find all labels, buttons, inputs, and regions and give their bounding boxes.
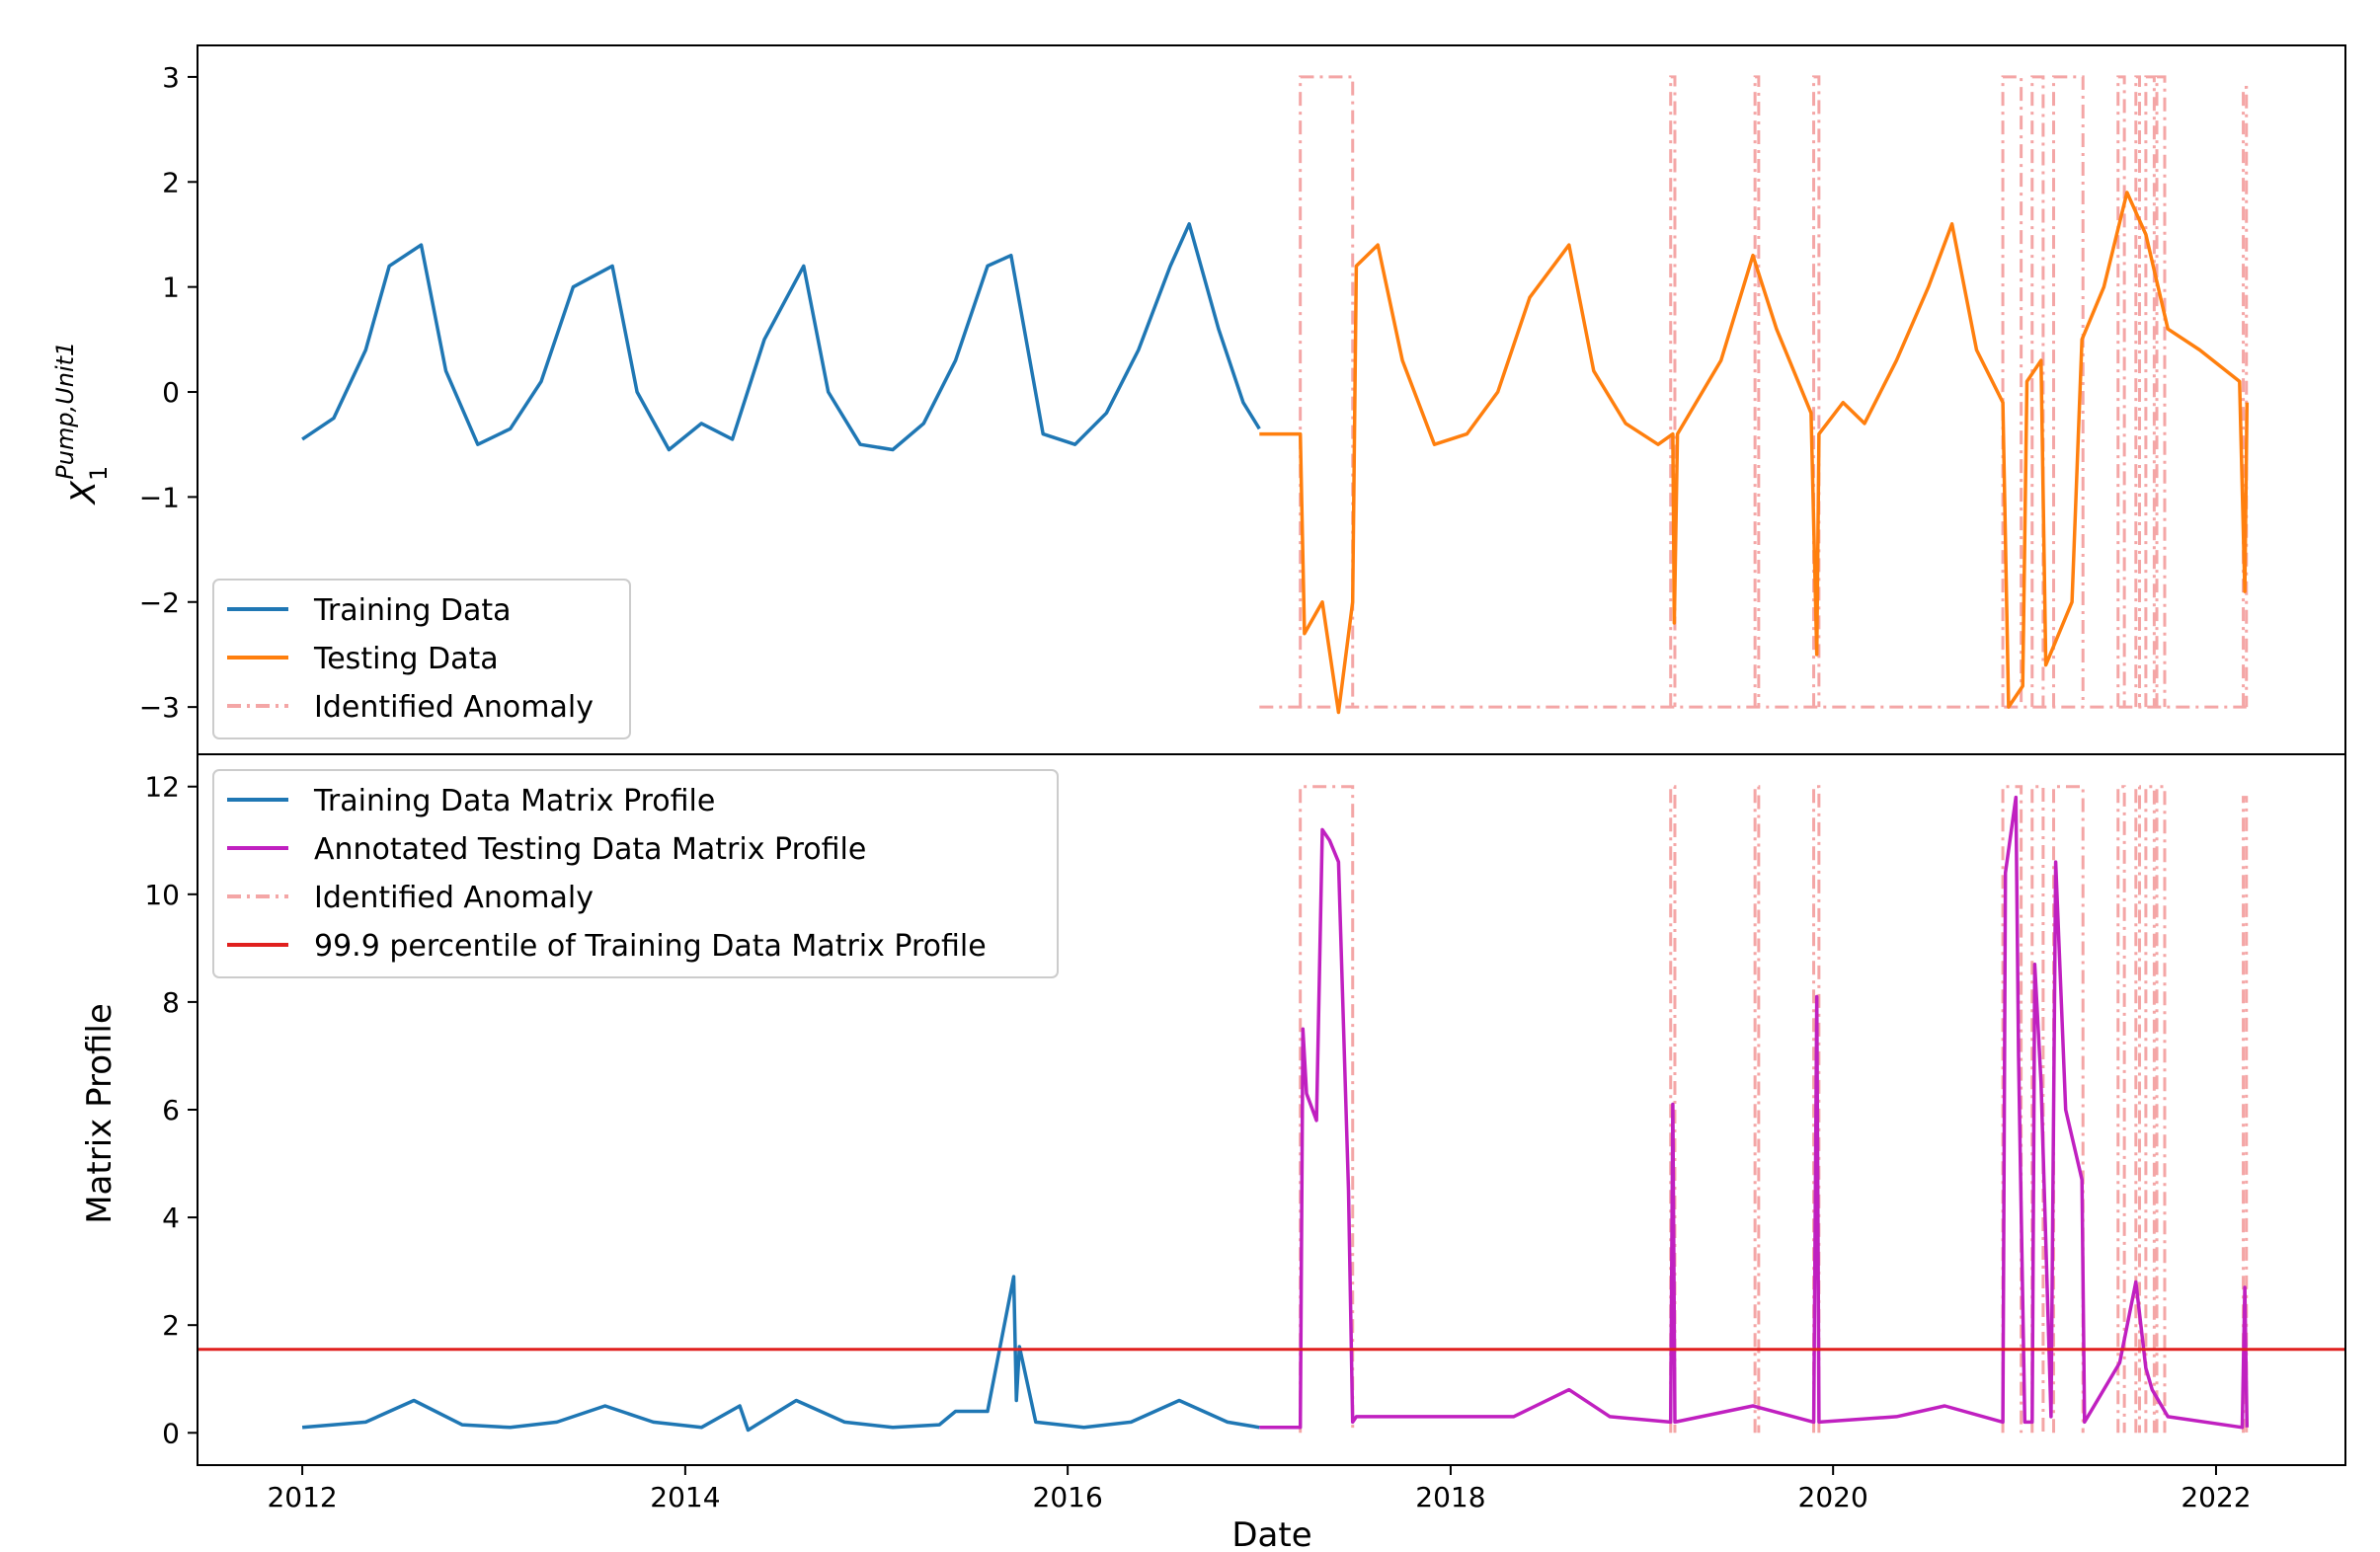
anomaly-window — [2116, 75, 2126, 708]
anomaly-window — [2116, 785, 2126, 1434]
bottom-legend: Training Data Matrix Profile Annotated Te… — [212, 769, 1059, 978]
legend-label: Training Data — [313, 593, 512, 628]
anomaly-window — [2242, 86, 2249, 708]
y-tick-label: −1 — [139, 481, 180, 513]
bottom-series — [301, 795, 2250, 1433]
y-tick-label: 6 — [162, 1094, 180, 1126]
anomaly-window — [2052, 75, 2085, 708]
bottom-panel: 0 2 4 6 8 10 12 2012 2014 2016 2018 2020 2022 Matri… — [80, 753, 2346, 1552]
legend-label: 99.9 percentile of Training Data Matrix … — [314, 929, 987, 964]
y-tick-label: 0 — [162, 376, 180, 409]
y-tick-label: 4 — [162, 1202, 180, 1234]
anomaly-window — [1812, 75, 1821, 708]
anomaly-window — [2001, 75, 2023, 708]
anomaly-window — [2242, 796, 2249, 1434]
series-line — [1259, 191, 2250, 715]
bottom-x-ticks: 2012 2014 2016 2018 2020 2022 — [267, 1465, 2252, 1513]
y-tick-label: −2 — [139, 586, 180, 619]
legend-label: Training Data Matrix Profile — [313, 784, 715, 818]
anomaly-window — [1753, 75, 1761, 708]
x-tick-label: 2018 — [1415, 1481, 1485, 1513]
legend-box — [212, 579, 631, 739]
legend-label: Identified Anomaly — [314, 881, 594, 915]
anomaly-window — [2155, 75, 2167, 708]
anomaly-window — [2134, 785, 2142, 1434]
y-tick-label: 1 — [162, 272, 180, 304]
series-line — [301, 1275, 1260, 1433]
top-panel: −3 −2 −1 0 1 2 3 X1Pump,Unit1 Training Data Tes… — [51, 44, 2346, 755]
y-tick-label: 3 — [162, 61, 180, 94]
series-line — [301, 222, 1261, 452]
y-tick-label: 0 — [162, 1417, 180, 1449]
top-legend: Training Data Testing Data Identified Anom… — [212, 579, 631, 739]
series-line — [1259, 795, 2250, 1430]
anomaly-window — [2134, 75, 2142, 708]
y-tick-label: 2 — [162, 1309, 180, 1342]
top-anomaly-windows — [1259, 75, 2249, 709]
anomaly-window — [2144, 785, 2156, 1434]
y-tick-label: 12 — [144, 771, 180, 804]
x-tick-label: 2020 — [1798, 1481, 1868, 1513]
legend-label: Annotated Testing Data Matrix Profile — [314, 832, 866, 867]
bottom-y-ticks: 0 2 4 6 8 10 12 — [144, 771, 198, 1449]
anomaly-window — [1669, 75, 1677, 708]
anomaly-window — [2144, 75, 2156, 708]
x-tick-label: 2022 — [2181, 1481, 2251, 1513]
top-y-ticks: −3 −2 −1 0 1 2 3 — [139, 61, 198, 724]
bottom-y-axis-label: Matrix Profile — [80, 1003, 119, 1224]
x-axis-label: Date — [1231, 1515, 1311, 1552]
y-tick-label: −3 — [139, 691, 180, 724]
x-tick-label: 2014 — [650, 1481, 720, 1513]
x-tick-label: 2016 — [1033, 1481, 1103, 1513]
y-tick-label: 8 — [162, 986, 180, 1019]
anomaly-window — [1669, 785, 1677, 1434]
top-series — [301, 191, 2250, 715]
top-y-axis-label: X1Pump,Unit1 — [51, 342, 113, 506]
anomaly-window — [2155, 785, 2167, 1434]
anomaly-window — [1299, 785, 1355, 1434]
x-tick-label: 2012 — [267, 1481, 337, 1513]
y-tick-label: 10 — [144, 879, 180, 911]
legend-label: Identified Anomaly — [314, 690, 594, 725]
y-tick-label: 2 — [162, 166, 180, 198]
anomaly-window — [1753, 785, 1761, 1434]
legend-box — [212, 769, 1059, 978]
legend-label: Testing Data — [313, 642, 499, 676]
anomaly-window — [1299, 75, 1355, 708]
